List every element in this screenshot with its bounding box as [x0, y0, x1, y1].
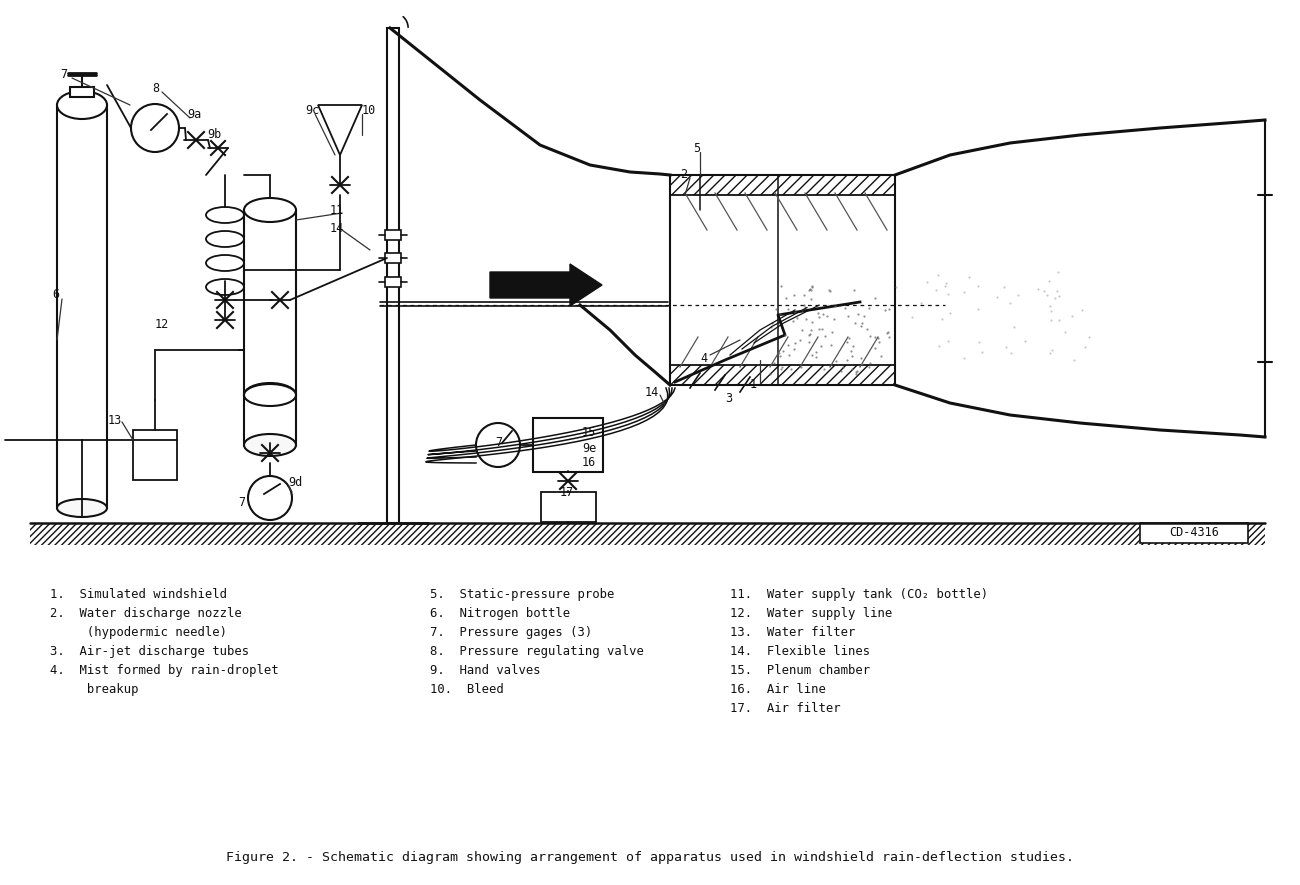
Text: 14.  Flexible lines: 14. Flexible lines: [731, 645, 870, 658]
Text: 16: 16: [582, 456, 597, 468]
Ellipse shape: [57, 91, 107, 119]
Text: 14: 14: [330, 221, 344, 235]
Text: 2.  Water discharge nozzle: 2. Water discharge nozzle: [49, 607, 242, 620]
Text: 1: 1: [750, 379, 757, 391]
Bar: [533, 418, 603, 472]
Circle shape: [131, 104, 179, 152]
Text: 17: 17: [560, 486, 575, 498]
Text: 3: 3: [725, 391, 732, 404]
Text: 5: 5: [693, 142, 701, 155]
Text: 5.  Static-pressure probe: 5. Static-pressure probe: [430, 588, 615, 601]
Text: 11: 11: [330, 204, 344, 217]
Bar: [133, 430, 177, 480]
Circle shape: [476, 423, 520, 467]
FancyArrow shape: [490, 264, 602, 306]
Bar: [387, 28, 399, 523]
Text: 10.  Bleed: 10. Bleed: [430, 683, 504, 696]
Text: 2: 2: [680, 168, 688, 181]
Text: CD-4316: CD-4316: [1169, 527, 1219, 540]
Bar: [70, 87, 94, 97]
Bar: [244, 395, 296, 445]
Ellipse shape: [57, 499, 107, 517]
Text: breakup: breakup: [49, 683, 139, 696]
Text: 12.  Water supply line: 12. Water supply line: [731, 607, 892, 620]
Text: 12: 12: [155, 319, 169, 332]
Text: 9e: 9e: [582, 442, 597, 455]
Text: 9b: 9b: [207, 128, 221, 142]
Text: 6.  Nitrogen bottle: 6. Nitrogen bottle: [430, 607, 571, 620]
Bar: [244, 210, 296, 395]
Text: 15.  Plenum chamber: 15. Plenum chamber: [731, 664, 870, 677]
Text: 16.  Air line: 16. Air line: [731, 683, 826, 696]
Bar: [1140, 523, 1248, 543]
Bar: [670, 175, 894, 195]
Text: 9d: 9d: [289, 475, 302, 489]
Text: 3.  Air-jet discharge tubes: 3. Air-jet discharge tubes: [49, 645, 250, 658]
Text: 6: 6: [52, 289, 58, 302]
Circle shape: [248, 476, 292, 520]
Text: 7: 7: [495, 436, 502, 450]
Text: 17.  Air filter: 17. Air filter: [731, 702, 841, 715]
Text: 10: 10: [361, 104, 376, 117]
Text: 15: 15: [582, 426, 597, 438]
Text: Figure 2. - Schematic diagram showing arrangement of apparatus used in windshiel: Figure 2. - Schematic diagram showing ar…: [226, 851, 1074, 865]
Bar: [385, 253, 400, 263]
Text: (hypodermic needle): (hypodermic needle): [49, 626, 227, 639]
Bar: [385, 277, 400, 287]
Text: 7.  Pressure gages (3): 7. Pressure gages (3): [430, 626, 593, 639]
Ellipse shape: [244, 384, 296, 406]
Text: 14: 14: [645, 386, 659, 398]
Text: 7: 7: [238, 496, 246, 509]
Text: 8: 8: [152, 81, 159, 95]
Bar: [385, 230, 400, 240]
Text: 4: 4: [699, 351, 707, 365]
Ellipse shape: [244, 198, 296, 222]
Text: 7: 7: [60, 68, 68, 81]
Bar: [57, 105, 107, 508]
Bar: [670, 365, 894, 385]
Text: 9c: 9c: [306, 104, 320, 117]
Text: 9.  Hand valves: 9. Hand valves: [430, 664, 541, 677]
Text: 1.  Simulated windshield: 1. Simulated windshield: [49, 588, 227, 601]
Text: 13: 13: [108, 413, 122, 427]
Text: 8.  Pressure regulating valve: 8. Pressure regulating valve: [430, 645, 644, 658]
Bar: [541, 492, 595, 522]
Text: 11.  Water supply tank (CO₂ bottle): 11. Water supply tank (CO₂ bottle): [731, 588, 988, 601]
Text: 13.  Water filter: 13. Water filter: [731, 626, 855, 639]
Text: 9a: 9a: [187, 109, 202, 121]
Ellipse shape: [244, 383, 296, 407]
Bar: [30, 523, 1265, 545]
Ellipse shape: [244, 434, 296, 456]
Text: 4.  Mist formed by rain-droplet: 4. Mist formed by rain-droplet: [49, 664, 278, 677]
